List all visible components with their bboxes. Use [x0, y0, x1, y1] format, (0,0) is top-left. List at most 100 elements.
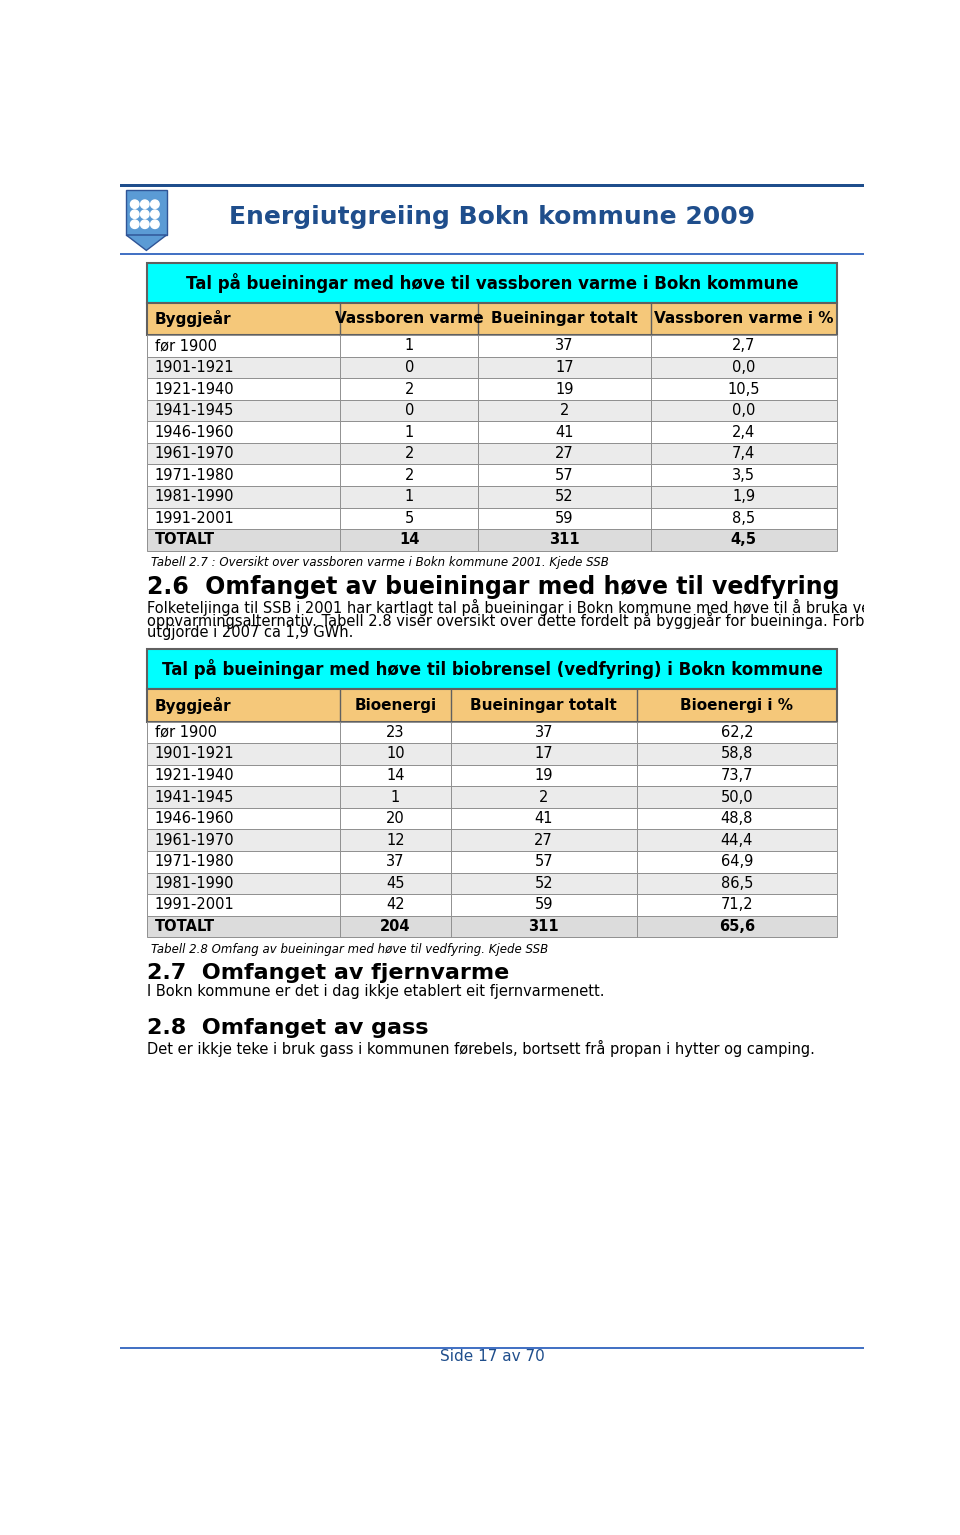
Bar [147, 262, 837, 302]
Circle shape [140, 200, 149, 209]
Text: 1946-1960: 1946-1960 [155, 425, 234, 439]
Text: 20: 20 [386, 810, 405, 826]
Text: 2: 2 [540, 789, 548, 804]
Text: 10,5: 10,5 [728, 382, 760, 396]
Text: oppvarmingsalternativ. Tabell 2.8 viser oversikt over dette fordelt på byggjeår : oppvarmingsalternativ. Tabell 2.8 viser … [147, 612, 960, 629]
Bar [120, 253, 864, 255]
Circle shape [151, 200, 159, 209]
Text: Side 17 av 70: Side 17 av 70 [440, 1349, 544, 1363]
Text: 1946-1960: 1946-1960 [155, 810, 234, 826]
Text: 50,0: 50,0 [721, 789, 754, 804]
Text: 1921-1940: 1921-1940 [155, 382, 234, 396]
Bar [147, 786, 837, 807]
Text: 48,8: 48,8 [721, 810, 753, 826]
Text: 2: 2 [404, 447, 414, 460]
Text: 0,0: 0,0 [732, 404, 756, 418]
Text: 1901-1921: 1901-1921 [155, 361, 234, 375]
Bar [147, 872, 837, 895]
Bar [147, 356, 837, 378]
Text: 0,0: 0,0 [732, 361, 756, 375]
Text: 41: 41 [535, 810, 553, 826]
Bar [147, 850, 837, 872]
Bar [147, 721, 837, 743]
Text: Vassboren varme: Vassboren varme [335, 312, 484, 327]
Text: 0: 0 [404, 404, 414, 418]
Text: 1: 1 [391, 789, 400, 804]
Text: 1941-1945: 1941-1945 [155, 404, 234, 418]
Bar [147, 916, 837, 938]
Text: 37: 37 [386, 855, 405, 869]
Text: TOTALT: TOTALT [155, 919, 215, 933]
Text: 71,2: 71,2 [721, 898, 754, 912]
Bar [147, 508, 837, 530]
Circle shape [131, 210, 139, 218]
Text: 311: 311 [528, 919, 559, 933]
Text: 64,9: 64,9 [721, 855, 753, 869]
Text: 8,5: 8,5 [732, 511, 756, 527]
Text: 0: 0 [404, 361, 414, 375]
Circle shape [131, 220, 139, 229]
Polygon shape [126, 235, 166, 250]
Text: 37: 37 [535, 725, 553, 740]
Text: 1971-1980: 1971-1980 [155, 468, 234, 484]
Text: 1961-1970: 1961-1970 [155, 447, 234, 460]
Text: 1981-1990: 1981-1990 [155, 876, 234, 890]
Text: 1981-1990: 1981-1990 [155, 490, 234, 505]
Text: I Bokn kommune er det i dag ikkje etablert eit fjernvarmenett.: I Bokn kommune er det i dag ikkje etable… [147, 984, 605, 999]
Text: 2.8  Omfanget av gass: 2.8 Omfanget av gass [147, 1018, 428, 1038]
Text: Det er ikkje teke i bruk gass i kommunen førebels, bortsett frå propan i hytter : Det er ikkje teke i bruk gass i kommunen… [147, 1039, 815, 1056]
Text: 57: 57 [535, 855, 553, 869]
Text: 4,5: 4,5 [731, 533, 756, 548]
Text: 1961-1970: 1961-1970 [155, 834, 234, 847]
Text: 2.7  Omfanget av fjernvarme: 2.7 Omfanget av fjernvarme [147, 962, 510, 982]
Text: 12: 12 [386, 834, 405, 847]
Text: Tal på bueiningar med høve til vassboren varme i Bokn kommune: Tal på bueiningar med høve til vassboren… [185, 273, 799, 293]
Text: 27: 27 [555, 447, 574, 460]
Text: Bioenergi i %: Bioenergi i % [681, 698, 793, 712]
Text: 1: 1 [404, 338, 414, 353]
Bar [120, 184, 864, 187]
Text: 204: 204 [380, 919, 411, 933]
Text: 59: 59 [555, 511, 574, 527]
Text: 62,2: 62,2 [721, 725, 754, 740]
Text: 1901-1921: 1901-1921 [155, 746, 234, 761]
Bar [147, 829, 837, 850]
Text: 2,4: 2,4 [732, 425, 756, 439]
Bar [147, 764, 837, 786]
Text: 17: 17 [555, 361, 574, 375]
Text: Tal på bueiningar med høve til biobrensel (vedfyring) i Bokn kommune: Tal på bueiningar med høve til biobrense… [161, 660, 823, 680]
Text: 2: 2 [560, 404, 569, 418]
Text: 1: 1 [404, 490, 414, 505]
Bar [120, 1346, 864, 1349]
Text: TOTALT: TOTALT [155, 533, 215, 548]
Text: 52: 52 [555, 490, 574, 505]
Text: 1: 1 [404, 425, 414, 439]
Text: 2: 2 [404, 468, 414, 484]
Text: Energiutgreiing Bokn kommune 2009: Energiutgreiing Bokn kommune 2009 [228, 204, 756, 229]
Text: 45: 45 [386, 876, 405, 890]
Text: 42: 42 [386, 898, 405, 912]
Text: 65,6: 65,6 [719, 919, 755, 933]
Bar [147, 530, 837, 551]
Circle shape [140, 210, 149, 218]
Bar [147, 649, 837, 689]
Text: 311: 311 [549, 533, 580, 548]
Bar [147, 422, 837, 444]
Bar [147, 465, 837, 487]
Bar [147, 302, 837, 335]
Bar [147, 743, 837, 764]
Text: Vassboren varme i %: Vassboren varme i % [654, 312, 833, 327]
Text: 23: 23 [386, 725, 405, 740]
Circle shape [140, 220, 149, 229]
Text: 44,4: 44,4 [721, 834, 753, 847]
Text: 1941-1945: 1941-1945 [155, 789, 234, 804]
Text: 7,4: 7,4 [732, 447, 756, 460]
Text: 19: 19 [535, 768, 553, 783]
Text: Bueiningar totalt: Bueiningar totalt [492, 312, 637, 327]
Text: 14: 14 [386, 768, 405, 783]
Text: Byggjeår: Byggjeår [155, 697, 231, 714]
Text: 37: 37 [555, 338, 574, 353]
Text: 73,7: 73,7 [721, 768, 753, 783]
Text: 27: 27 [535, 834, 553, 847]
Text: Bioenergi: Bioenergi [354, 698, 437, 712]
